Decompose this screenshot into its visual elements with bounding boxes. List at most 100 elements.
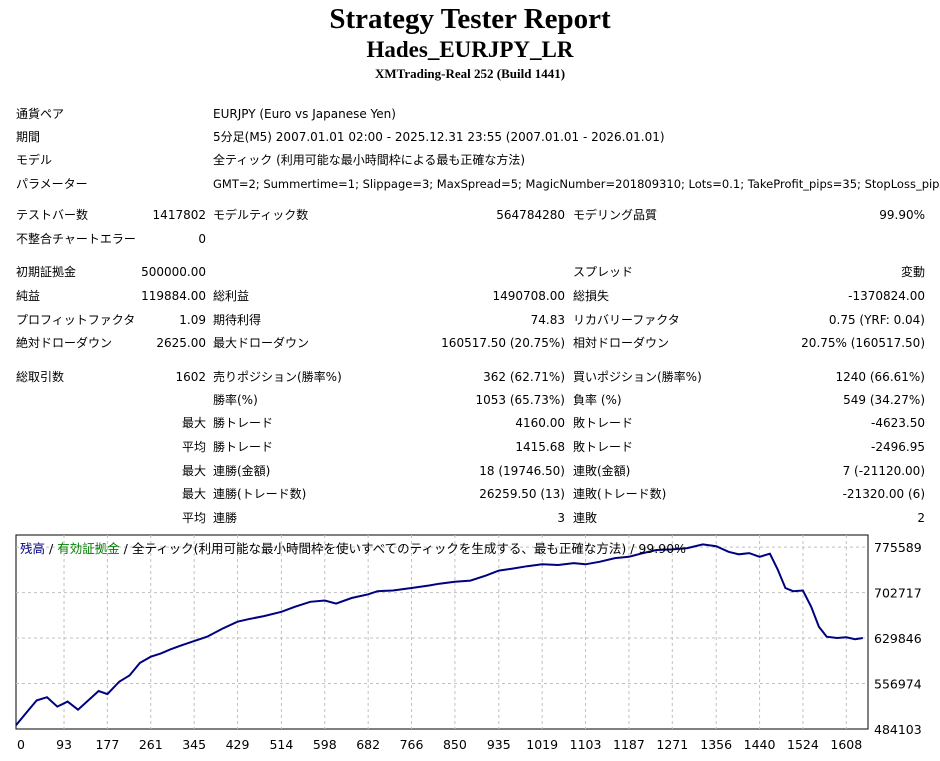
total-trades-label: 総取引数 bbox=[16, 370, 65, 384]
x-tick-label: 1103 bbox=[570, 737, 602, 752]
cons-losses-count-label: 連敗(トレード数) bbox=[573, 487, 667, 501]
max-dd-value: 160517.50 (20.75%) bbox=[441, 336, 565, 350]
y-tick-label: 775589 bbox=[874, 540, 922, 555]
spread-value: 変動 bbox=[900, 265, 925, 279]
avg-cons-losses-label: 連敗 bbox=[573, 511, 598, 525]
loss-pct-label: 負率 (%) bbox=[573, 393, 622, 407]
report-title: Strategy Tester Report bbox=[329, 3, 611, 35]
x-tick-label: 766 bbox=[400, 737, 424, 752]
avg-cons-wins-label: 連勝 bbox=[213, 511, 238, 525]
gross-loss-value: -1370824.00 bbox=[848, 289, 925, 303]
short-label: 売りポジション(勝率%) bbox=[213, 370, 342, 384]
deposit-value: 500000.00 bbox=[141, 265, 206, 279]
balance-line bbox=[15, 543, 863, 726]
deposit-label: 初期証拠金 bbox=[16, 265, 77, 279]
bars-value: 1417802 bbox=[152, 208, 206, 222]
avg-win-value: 1415.68 bbox=[515, 440, 565, 454]
rel-dd-value: 20.75% (160517.50) bbox=[801, 336, 925, 350]
avg-label-2: 平均 bbox=[181, 511, 206, 525]
balance-chart: 0 93 177 261 345 429 514 598 682 766 850 935 1019 110… bbox=[15, 534, 922, 752]
x-tick-label: 1271 bbox=[656, 737, 688, 752]
x-tick-label: 1187 bbox=[613, 737, 645, 752]
x-tick-label: 1440 bbox=[744, 737, 776, 752]
model-ticks-label: モデルティック数 bbox=[213, 208, 309, 222]
cons-wins-count-label: 連勝(トレード数) bbox=[213, 487, 307, 501]
total-trades-value: 1602 bbox=[175, 370, 206, 384]
expected-label: 期待利得 bbox=[213, 313, 262, 327]
x-tick-label: 1524 bbox=[787, 737, 819, 752]
x-tick-label: 682 bbox=[356, 737, 380, 752]
legend-sep: / bbox=[45, 541, 58, 556]
recovery-value: 0.75 (YRF: 0.04) bbox=[828, 313, 925, 327]
x-tick-label: 1019 bbox=[526, 737, 558, 752]
legend-balance: 残高 bbox=[20, 541, 46, 556]
win-pct-label: 勝率(%) bbox=[213, 393, 258, 407]
quality-value: 99.90% bbox=[879, 208, 925, 222]
gross-loss-label: 総損失 bbox=[573, 289, 610, 303]
x-tick-label: 1356 bbox=[700, 737, 732, 752]
max-label-2: 最大 bbox=[181, 464, 206, 478]
abs-dd-value: 2625.00 bbox=[156, 336, 206, 350]
max-win-label: 勝トレード bbox=[213, 416, 274, 430]
y-tick-label: 629846 bbox=[874, 631, 922, 646]
long-label: 買いポジション(勝率%) bbox=[573, 370, 702, 384]
y-tick-label: 556974 bbox=[874, 677, 922, 692]
pair-value: EURJPY (Euro vs Japanese Yen) bbox=[213, 107, 396, 121]
max-label: 最大 bbox=[181, 416, 206, 430]
model-value: 全ティック (利用可能な最小時間枠による最も正確な方法) bbox=[213, 153, 526, 167]
x-tick-label: 177 bbox=[95, 737, 119, 752]
rel-dd-label: 相対ドローダウン bbox=[573, 336, 670, 350]
pf-value: 1.09 bbox=[179, 313, 206, 327]
spread-label: スプレッド bbox=[573, 265, 634, 279]
bars-label: テストバー数 bbox=[16, 208, 89, 222]
max-loss-label: 敗トレード bbox=[573, 416, 634, 430]
avg-loss-value: -2496.95 bbox=[871, 440, 925, 454]
x-tick-label: 0 bbox=[17, 737, 25, 752]
mismatch-value: 0 bbox=[198, 232, 206, 246]
params-label: パラメーター bbox=[16, 177, 88, 191]
avg-label: 平均 bbox=[181, 440, 206, 454]
expected-value: 74.83 bbox=[530, 313, 565, 327]
short-value: 362 (62.71%) bbox=[483, 370, 565, 384]
x-tick-label: 93 bbox=[56, 737, 72, 752]
win-pct-value: 1053 (65.73%) bbox=[475, 393, 565, 407]
recovery-label: リカバリーファクタ bbox=[573, 313, 680, 327]
legend-description: / 全ティック(利用可能な最小時間枠を使いすべてのティックを生成する、最も正確な… bbox=[119, 541, 687, 556]
net-value: 119884.00 bbox=[141, 289, 206, 303]
cons-losses-count-value: -21320.00 (6) bbox=[842, 487, 925, 501]
model-label: モデル bbox=[16, 153, 53, 167]
model-ticks-value: 564784280 bbox=[496, 208, 565, 222]
cons-losses-money-label: 連敗(金額) bbox=[573, 464, 631, 478]
quality-label: モデリング品質 bbox=[573, 208, 658, 222]
mismatch-label: 不整合チャートエラー bbox=[16, 232, 136, 246]
x-tick-label: 1608 bbox=[830, 737, 862, 752]
period-value: 5分足(M5) 2007.01.01 02:00 - 2025.12.31 23… bbox=[213, 130, 665, 144]
x-tick-label: 850 bbox=[443, 737, 467, 752]
loss-pct-value: 549 (34.27%) bbox=[843, 393, 925, 407]
x-tick-label: 935 bbox=[487, 737, 511, 752]
avg-win-label: 勝トレード bbox=[213, 440, 274, 454]
avg-cons-losses-value: 2 bbox=[917, 511, 925, 525]
cons-wins-count-value: 26259.50 (13) bbox=[479, 487, 565, 501]
legend-equity: 有効証拠金 bbox=[57, 541, 120, 556]
avg-loss-label: 敗トレード bbox=[573, 440, 634, 454]
x-tick-label: 514 bbox=[269, 737, 293, 752]
params-value: GMT=2; Summertime=1; Slippage=3; MaxSpre… bbox=[213, 177, 940, 191]
y-tick-label: 484103 bbox=[874, 722, 922, 737]
max-dd-label: 最大ドローダウン bbox=[213, 336, 310, 350]
x-tick-label: 429 bbox=[226, 737, 250, 752]
y-tick-label: 702717 bbox=[874, 586, 922, 601]
cons-wins-money-value: 18 (19746.50) bbox=[479, 464, 565, 478]
pair-label: 通貨ペア bbox=[16, 107, 65, 121]
long-value: 1240 (66.61%) bbox=[835, 370, 925, 384]
avg-cons-wins-value: 3 bbox=[557, 511, 565, 525]
gross-profit-label: 総利益 bbox=[213, 289, 250, 303]
server-build: XMTrading-Real 252 (Build 1441) bbox=[374, 66, 566, 81]
cons-wins-money-label: 連勝(金額) bbox=[213, 464, 271, 478]
x-tick-label: 345 bbox=[182, 737, 206, 752]
x-tick-label: 261 bbox=[139, 737, 163, 752]
max-label-3: 最大 bbox=[181, 487, 206, 501]
max-win-value: 4160.00 bbox=[515, 416, 565, 430]
period-label: 期間 bbox=[16, 130, 41, 144]
x-tick-label: 598 bbox=[313, 737, 337, 752]
